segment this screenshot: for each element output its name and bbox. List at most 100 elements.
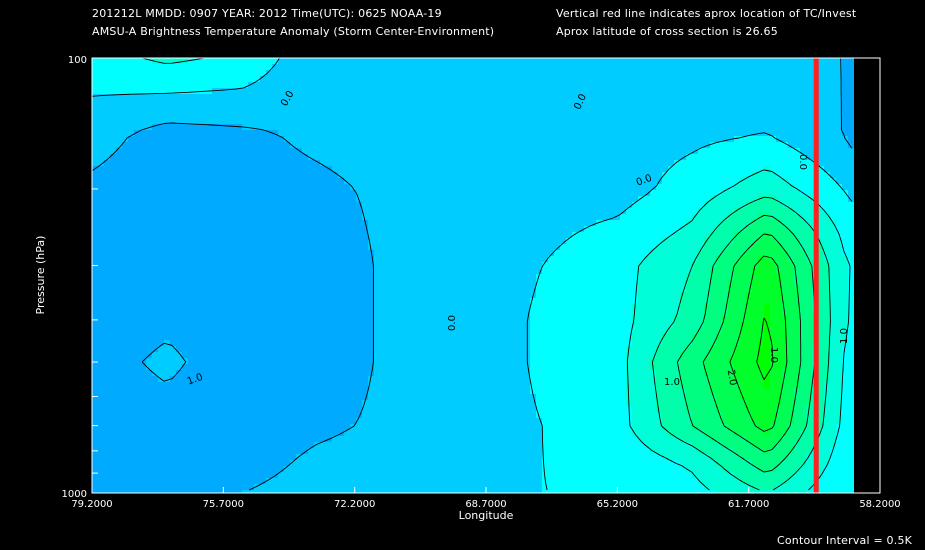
contour-band: [734, 364, 758, 371]
contour-band: [656, 382, 680, 389]
contour-band: [812, 298, 830, 305]
contour-band: [92, 478, 266, 485]
contour-band: [848, 256, 854, 263]
contour-band: [746, 298, 782, 305]
contour-band: [530, 358, 626, 365]
contour-band: [704, 244, 728, 251]
contour-band: [632, 310, 680, 317]
contour-band: [92, 172, 338, 179]
contour-band: [704, 358, 728, 365]
contour-band: [752, 274, 782, 281]
contour-band: [716, 262, 734, 269]
contour-label: 0.0: [447, 315, 458, 331]
contour-band: [788, 364, 800, 371]
contour-band: [842, 346, 854, 353]
contour-band: [824, 394, 842, 401]
contour-band: [830, 448, 854, 455]
contour-band: [278, 130, 842, 137]
contour-band: [650, 250, 698, 257]
contour-band: [812, 448, 830, 455]
contour-band: [338, 172, 662, 179]
contour-band: [770, 232, 794, 239]
contour-band: [686, 274, 710, 281]
contour-band: [662, 172, 752, 179]
contour-band: [782, 274, 794, 281]
contour-band: [782, 394, 794, 401]
contour-band: [374, 292, 536, 299]
contour-band: [740, 388, 782, 395]
contour-band: [818, 340, 830, 347]
contour-band: [722, 316, 746, 323]
contour-band: [704, 304, 728, 311]
contour-band: [362, 406, 536, 413]
contour-band: [758, 352, 770, 359]
contour-band: [92, 106, 842, 113]
contour-band: [818, 232, 836, 239]
contour-band: [818, 442, 836, 449]
contour-band: [680, 358, 704, 365]
contour-band: [692, 472, 734, 479]
contour-band: [800, 376, 812, 383]
contour-band: [92, 280, 374, 287]
contour-band: [626, 364, 650, 371]
contour-band: [626, 352, 656, 359]
contour-band: [752, 244, 782, 251]
contour-band: [692, 214, 728, 221]
contour-band: [290, 142, 710, 149]
contour-band: [92, 274, 374, 281]
contour-band: [776, 406, 794, 413]
contour-band: [662, 238, 704, 245]
contour-band: [242, 490, 542, 494]
contour-band: [752, 484, 776, 491]
contour-band: [92, 316, 374, 323]
contour-band: [542, 262, 638, 269]
contour-band: [560, 244, 656, 251]
x-tick-label: 58.2000: [859, 499, 900, 510]
contour-band: [542, 436, 638, 443]
contour-band: [782, 370, 800, 377]
contour-band: [842, 184, 854, 191]
contour-band: [656, 352, 680, 359]
contour-band: [764, 316, 770, 323]
contour-band: [368, 238, 566, 245]
contour-band: [848, 190, 854, 197]
contour-band: [290, 460, 542, 467]
contour-band: [830, 370, 842, 377]
contour-band: [656, 406, 686, 413]
contour-band: [92, 190, 356, 197]
contour-band: [92, 196, 356, 203]
contour-line: [141, 57, 851, 491]
contour-band: [842, 370, 854, 377]
contour-band: [536, 406, 632, 413]
contour-band: [812, 280, 830, 287]
contour-band: [818, 334, 830, 341]
contour-band: [794, 400, 812, 407]
contour-band: [794, 208, 824, 215]
contour-band: [746, 304, 764, 311]
contour-band: [704, 484, 752, 491]
contour-band: [152, 352, 182, 359]
contour-fills: [92, 58, 854, 494]
contour-band: [710, 388, 740, 395]
contour-band: [776, 484, 812, 491]
contour-band: [752, 412, 776, 419]
contour-band: [656, 370, 680, 377]
contour-band: [728, 244, 752, 251]
contour-band: [752, 286, 782, 293]
contour-band: [722, 328, 740, 335]
contour-band: [638, 292, 680, 299]
contour-band: [770, 256, 788, 263]
contour-band: [770, 352, 788, 359]
contour-band: [626, 382, 656, 389]
contour-band: [686, 388, 710, 395]
contour-band: [680, 226, 716, 233]
contour-band: [308, 154, 686, 161]
contour-band: [776, 412, 794, 419]
contour-band: [734, 472, 794, 479]
contour-band: [842, 358, 854, 365]
contour-band: [698, 328, 722, 335]
contour-band: [716, 400, 746, 407]
contour-band: [758, 256, 770, 263]
contour-band: [188, 358, 374, 365]
contour-band: [530, 376, 626, 383]
